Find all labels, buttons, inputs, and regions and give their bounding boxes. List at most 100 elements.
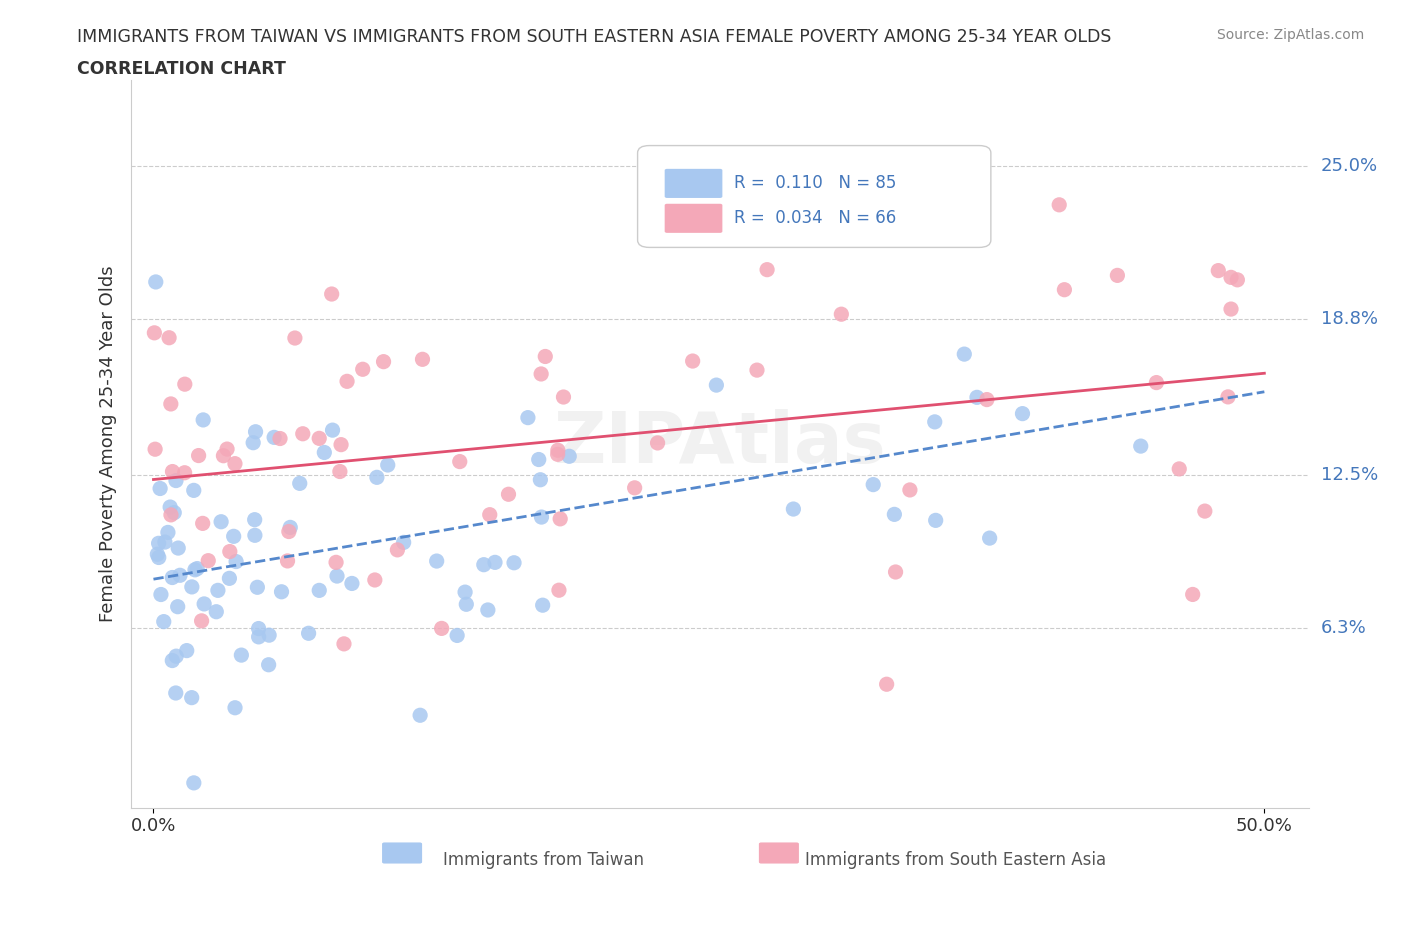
Text: ZIPAtlas: ZIPAtlas: [554, 409, 886, 478]
Point: [547, 443, 569, 458]
Point: [446, 628, 468, 643]
Point: [169, 568, 191, 583]
Point: [270, 584, 292, 599]
Point: [209, 514, 232, 529]
Point: [173, 465, 195, 480]
Point: [166, 599, 188, 614]
Point: [979, 531, 1001, 546]
Text: 12.5%: 12.5%: [1320, 466, 1378, 484]
Point: [225, 554, 247, 569]
Point: [165, 649, 187, 664]
Point: [165, 473, 187, 488]
Point: [247, 621, 270, 636]
Point: [352, 362, 374, 377]
Point: [245, 424, 267, 439]
Point: [322, 423, 344, 438]
Point: [186, 561, 208, 576]
Point: [321, 286, 343, 301]
Point: [377, 458, 399, 472]
Point: [333, 636, 356, 651]
Point: [1194, 504, 1216, 519]
Point: [883, 507, 905, 522]
Point: [966, 390, 988, 405]
Point: [530, 510, 553, 525]
Point: [143, 326, 166, 340]
Point: [218, 571, 240, 586]
Point: [336, 374, 359, 389]
Point: [246, 579, 269, 594]
Point: [193, 596, 215, 611]
Point: [503, 555, 526, 570]
Point: [765, 171, 787, 186]
Point: [222, 529, 245, 544]
Text: 18.8%: 18.8%: [1320, 311, 1378, 328]
Point: [197, 553, 219, 568]
Point: [548, 583, 571, 598]
Point: [1220, 270, 1243, 285]
Point: [149, 481, 172, 496]
Point: [326, 568, 349, 583]
FancyBboxPatch shape: [382, 843, 422, 864]
Point: [527, 452, 550, 467]
Point: [247, 630, 270, 644]
Point: [193, 413, 215, 428]
Point: [291, 426, 314, 441]
Point: [308, 583, 330, 598]
Point: [477, 603, 499, 618]
Point: [426, 553, 449, 568]
Text: R =  0.110   N = 85: R = 0.110 N = 85: [734, 175, 897, 193]
Point: [243, 528, 266, 543]
Point: [647, 435, 669, 450]
Point: [288, 476, 311, 491]
Point: [484, 555, 506, 570]
Point: [205, 604, 228, 619]
Point: [224, 457, 246, 472]
Point: [143, 442, 166, 457]
Point: [207, 583, 229, 598]
Y-axis label: Female Poverty Among 25-34 Year Olds: Female Poverty Among 25-34 Year Olds: [100, 265, 117, 622]
Point: [953, 347, 976, 362]
Point: [924, 513, 946, 528]
Point: [180, 579, 202, 594]
FancyBboxPatch shape: [665, 204, 723, 232]
Text: 6.3%: 6.3%: [1320, 618, 1367, 636]
Point: [366, 470, 388, 485]
Point: [242, 435, 264, 450]
Point: [165, 685, 187, 700]
Point: [553, 390, 575, 405]
Point: [308, 431, 330, 445]
Point: [269, 432, 291, 446]
Point: [231, 647, 253, 662]
Point: [1053, 283, 1076, 298]
Point: [212, 448, 235, 463]
Point: [160, 508, 183, 523]
Point: [191, 516, 214, 531]
Point: [1047, 197, 1070, 212]
Point: [1206, 263, 1229, 278]
Point: [1107, 268, 1129, 283]
Point: [364, 573, 387, 588]
Point: [682, 353, 704, 368]
Point: [184, 563, 207, 578]
Point: [745, 363, 768, 378]
Point: [430, 621, 453, 636]
Point: [180, 690, 202, 705]
Point: [243, 512, 266, 527]
Point: [529, 472, 551, 487]
Point: [531, 598, 554, 613]
Point: [449, 454, 471, 469]
Point: [1129, 439, 1152, 454]
Point: [176, 644, 198, 658]
Point: [1144, 375, 1167, 390]
Point: [314, 445, 336, 460]
Point: [325, 555, 347, 570]
Point: [224, 700, 246, 715]
Point: [146, 547, 169, 562]
Point: [160, 396, 183, 411]
Point: [558, 449, 581, 464]
Point: [329, 464, 352, 479]
Point: [162, 570, 184, 585]
Point: [187, 448, 209, 463]
Point: [1220, 301, 1243, 316]
Point: [218, 544, 240, 559]
